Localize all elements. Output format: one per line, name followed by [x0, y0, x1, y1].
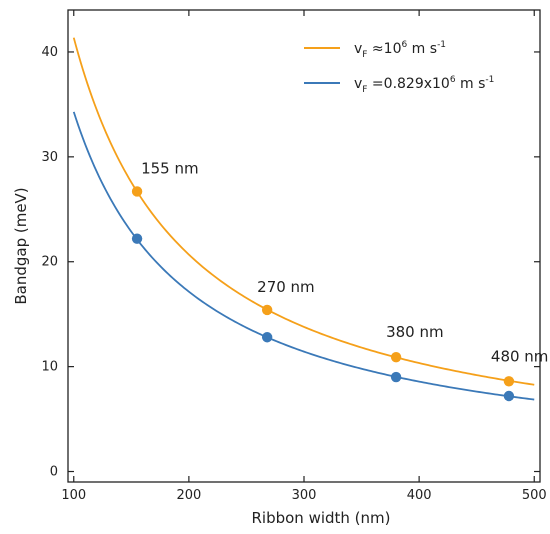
axis-ticks: 100 200 300 400 500 0 10 20 30 40	[41, 10, 547, 503]
y-tick-label-0: 0	[50, 465, 58, 480]
series-curves	[72, 37, 535, 401]
annotation-1: 155 nm	[141, 159, 199, 177]
series-2-point-1	[131, 233, 143, 244]
series-2-point-4	[503, 390, 515, 402]
x-axis-title: Ribbon width (nm)	[251, 509, 390, 527]
y-axis-title: Bandgap (meV)	[12, 187, 30, 304]
x-tick-label-400: 400	[407, 488, 432, 503]
y-tick-label-40: 40	[41, 45, 58, 60]
legend-label-1: vF ≈106 m s-1	[354, 40, 446, 60]
series-2-point-2	[261, 332, 273, 343]
x-tick-label-200: 200	[176, 488, 201, 503]
annotation-4: 480 nm	[491, 347, 549, 365]
legend-entry-2: vF =0.829x106 m s-1	[304, 75, 494, 95]
point-annotations: 155 nm 270 nm 380 nm 480 nm	[141, 159, 548, 365]
legend-label-2: vF =0.829x106 m s-1	[354, 75, 494, 95]
series-2-point-3	[390, 371, 402, 383]
annotation-3: 380 nm	[386, 323, 444, 341]
x-tick-label-100: 100	[61, 488, 86, 503]
series-1-point-4	[503, 376, 515, 387]
series-line-2	[72, 111, 535, 401]
y-tick-label-20: 20	[41, 255, 58, 270]
data-points	[131, 186, 515, 402]
series-1-point-2	[261, 304, 273, 316]
y-tick-label-10: 10	[41, 360, 58, 375]
legend-entry-1: vF ≈106 m s-1	[304, 40, 446, 60]
y-tick-label-30: 30	[41, 150, 58, 165]
series-line-1	[72, 37, 535, 386]
x-tick-label-500: 500	[522, 488, 547, 503]
series-1-point-3	[390, 351, 402, 363]
x-tick-label-300: 300	[292, 488, 317, 503]
legend: vF ≈106 m s-1 vF =0.829x106 m s-1	[304, 40, 494, 95]
series-1-point-1	[131, 186, 143, 197]
annotation-2: 270 nm	[257, 278, 315, 296]
